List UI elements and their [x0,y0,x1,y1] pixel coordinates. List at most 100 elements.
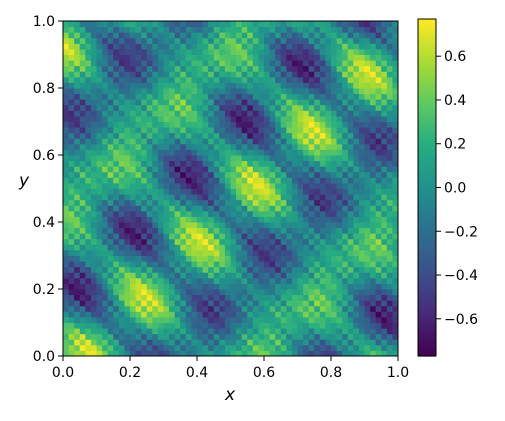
heatmap-cell [113,322,120,329]
heatmap-cell [347,227,354,234]
heatmap-cell [113,99,120,106]
heatmap-cell [169,210,176,217]
heatmap-cell [269,289,276,296]
heatmap-cell [258,238,265,245]
heatmap-cell [208,99,215,106]
heatmap-cell [224,160,231,167]
heatmap-cell [63,289,70,296]
heatmap-cell [79,110,86,117]
heatmap-cell [169,54,176,61]
heatmap-cell [124,71,131,78]
heatmap-cell [342,160,349,167]
heatmap-cell [135,88,142,95]
heatmap-cell [297,311,304,318]
heatmap-cell [68,115,75,122]
heatmap-cell [280,32,287,39]
heatmap-cell [358,82,365,89]
heatmap-cell [208,294,215,301]
heatmap-cell [191,143,198,150]
heatmap-cell [264,249,271,256]
heatmap-cell [191,48,198,55]
heatmap-cell [180,43,187,50]
heatmap-cell [141,249,148,256]
heatmap-cell [185,115,192,122]
heatmap-cell [358,48,365,55]
heatmap-cell [241,261,248,268]
colorbar-step [418,58,436,62]
heatmap-cell [169,104,176,111]
heatmap-cell [85,127,92,134]
heatmap-cell [102,266,109,273]
heatmap-cell [224,37,231,44]
heatmap-cell [370,300,377,307]
heatmap-cell [180,110,187,117]
colorbar-step [418,72,436,76]
heatmap-cell [141,289,148,296]
heatmap-cell [308,54,315,61]
heatmap-cell [224,82,231,89]
heatmap-cell [314,205,321,212]
heatmap-cell [113,43,120,50]
heatmap-cell [213,82,220,89]
heatmap-cell [386,210,393,217]
heatmap-cell [102,194,109,201]
heatmap-cell [319,316,326,323]
heatmap-cell [381,115,388,122]
heatmap-cell [185,21,192,28]
colorbar-step [418,271,436,276]
heatmap-cell [381,54,388,61]
heatmap-cell [325,71,332,78]
heatmap-cell [230,255,237,262]
heatmap-cell [325,238,332,245]
heatmap-cell [191,283,198,290]
heatmap-cell [291,300,298,307]
heatmap-cell [113,272,120,279]
heatmap-cell [291,182,298,189]
heatmap-cell [74,21,81,28]
heatmap-cell [264,266,271,273]
heatmap-cell [68,238,75,245]
heatmap-cell [107,328,114,335]
heatmap-cell [141,266,148,273]
heatmap-cell [280,205,287,212]
heatmap-cell [163,99,170,106]
heatmap-cell [236,121,243,128]
heatmap-cell [68,210,75,217]
heatmap-cell [113,37,120,44]
heatmap-cell [141,300,148,307]
heatmap-cell [381,76,388,83]
heatmap-cell [342,210,349,217]
x-tick-label: 1.0 [387,365,409,381]
heatmap-cell [157,311,164,318]
heatmap-cell [331,222,338,229]
heatmap-cell [107,88,114,95]
heatmap-cell [113,110,120,117]
heatmap-cell [163,21,170,28]
heatmap-cell [297,194,304,201]
heatmap-cell [364,143,371,150]
colorbar-step [418,86,436,90]
heatmap-cell [381,71,388,78]
heatmap-cell [180,138,187,145]
heatmap-cell [169,43,176,50]
heatmap-cell [303,305,310,312]
heatmap-cell [113,266,120,273]
heatmap-cell [319,160,326,167]
heatmap-cell [386,166,393,173]
heatmap-cell [230,71,237,78]
heatmap-cell [236,305,243,312]
heatmap-cell [219,316,226,323]
heatmap-cell [392,266,399,273]
heatmap-cell [230,93,237,100]
heatmap-cell [347,88,354,95]
heatmap-cell [90,210,97,217]
heatmap-cell [146,76,153,83]
heatmap-cell [392,99,399,106]
colorbar-step [418,294,436,298]
heatmap-cell [392,115,399,122]
heatmap-cell [197,188,204,195]
heatmap-cell [331,194,338,201]
heatmap-cell [375,283,382,290]
heatmap-cell [135,82,142,89]
heatmap-cell [364,37,371,44]
